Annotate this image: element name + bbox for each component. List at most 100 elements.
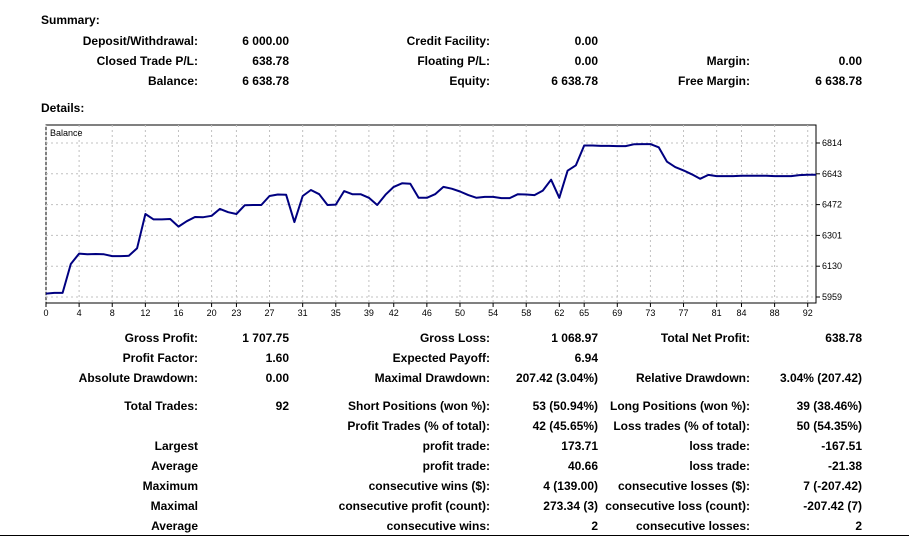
x-tick-label: 84: [736, 308, 746, 318]
total-trades-label: Total Trades:: [124, 399, 198, 413]
x-tick-label: 20: [207, 308, 217, 318]
balance-chart: 0 4 8 12 16 20 23 27 31 35 39 42 46 50 54 58 62 65 69 73 77 8…: [43, 124, 842, 318]
x-tick-label: 65: [579, 308, 589, 318]
x-tick-label: 27: [265, 308, 275, 318]
x-tick-label: 31: [298, 308, 308, 318]
average-profit-value: 40.66: [567, 459, 598, 473]
x-tick-label: 62: [554, 308, 564, 318]
avg-cons-wins-value: 2: [591, 519, 598, 533]
credit-value: 0.00: [574, 34, 598, 48]
x-tick-label: 69: [612, 308, 622, 318]
gross-profit-label: Gross Profit:: [124, 331, 198, 345]
details-heading: Details:: [41, 101, 85, 115]
balance-label: Balance:: [147, 74, 198, 88]
gross-profit-value: 1 707.75: [242, 331, 289, 345]
average-loss-label: loss trade:: [689, 459, 750, 473]
maximal-profit-value: 273.34 (3): [543, 499, 598, 513]
bottom-divider: [0, 535, 909, 536]
x-tick-label: 73: [645, 308, 655, 318]
margin-value: 0.00: [838, 54, 862, 68]
maximal-loss-value: -207.42 (7): [803, 499, 862, 513]
average-cons-label: Average: [151, 519, 198, 533]
max-cons-wins-value: 4 (139.00): [543, 479, 598, 493]
avg-cons-losses-value: 2: [855, 519, 862, 533]
balance-line: [45, 143, 816, 295]
x-tick-label: 50: [455, 308, 465, 318]
rel-drawdown-value: 3.04% (207.42): [779, 371, 862, 385]
x-tick-label: 92: [803, 308, 813, 318]
expected-payoff-label: Expected Payoff:: [392, 351, 490, 365]
maximum-label: Maximum: [142, 479, 198, 493]
margin-label: Margin:: [706, 54, 750, 68]
x-tick-label: 58: [521, 308, 531, 318]
gross-loss-value: 1 068.97: [551, 331, 598, 345]
floating-pl-label: Floating P/L:: [417, 54, 490, 68]
short-positions-label: Short Positions (won %):: [348, 399, 490, 413]
balance-value: 6 638.78: [242, 74, 289, 88]
x-tick-label: 4: [77, 308, 82, 318]
max-cons-losses-label: consecutive losses ($):: [617, 479, 750, 493]
x-tick-label: 88: [770, 308, 780, 318]
maximal-label: Maximal: [150, 499, 198, 513]
largest-loss-label: loss trade:: [689, 439, 750, 453]
x-tick-label: 46: [422, 308, 432, 318]
y-tick-label: 6472: [822, 200, 842, 210]
credit-label: Credit Facility:: [406, 34, 490, 48]
y-tick-label: 6814: [822, 138, 842, 148]
floating-pl-value: 0.00: [574, 54, 598, 68]
long-positions-value: 39 (38.46%): [796, 399, 862, 413]
average-profit-label: profit trade:: [422, 459, 490, 473]
largest-loss-value: -167.51: [821, 439, 862, 453]
chart-legend-balance: Balance: [50, 128, 83, 138]
short-positions-value: 53 (50.94%): [532, 399, 598, 413]
long-positions-label: Long Positions (won %):: [610, 399, 750, 413]
max-drawdown-label: Maximal Drawdown:: [374, 371, 490, 385]
x-tick-label: 23: [231, 308, 241, 318]
equity-label: Equity:: [449, 74, 490, 88]
y-tick-label: 5959: [822, 292, 842, 302]
x-tick-label: 77: [679, 308, 689, 318]
abs-drawdown-label: Absolute Drawdown:: [78, 371, 198, 385]
free-margin-value: 6 638.78: [815, 74, 862, 88]
expected-payoff-value: 6.94: [574, 351, 598, 365]
free-margin-label: Free Margin:: [677, 74, 750, 88]
net-profit-label: Total Net Profit:: [660, 331, 750, 345]
total-trades-value: 92: [275, 399, 289, 413]
loss-trades-label: Loss trades (% of total):: [613, 419, 750, 433]
average-label: Average: [151, 459, 198, 473]
profit-factor-value: 1.60: [265, 351, 289, 365]
x-tick-label: 54: [488, 308, 498, 318]
x-tick-label: 0: [43, 308, 48, 318]
largest-profit-value: 173.71: [561, 439, 598, 453]
largest-label: Largest: [154, 439, 198, 453]
x-tick-label: 12: [140, 308, 150, 318]
profit-trades-value: 42 (45.65%): [532, 419, 598, 433]
x-tick-label: 35: [331, 308, 341, 318]
maximal-loss-label: consecutive loss (count):: [605, 499, 750, 513]
avg-cons-losses-label: consecutive losses:: [635, 519, 750, 533]
abs-drawdown-value: 0.00: [265, 371, 289, 385]
net-profit-value: 638.78: [825, 331, 862, 345]
rel-drawdown-label: Relative Drawdown:: [635, 371, 750, 385]
x-tick-label: 16: [173, 308, 183, 318]
profit-trades-label: Profit Trades (% of total):: [347, 419, 490, 433]
y-tick-label: 6130: [822, 261, 842, 271]
closed-pl-label: Closed Trade P/L:: [96, 54, 198, 68]
profit-factor-label: Profit Factor:: [122, 351, 198, 365]
loss-trades-value: 50 (54.35%): [796, 419, 862, 433]
gross-loss-label: Gross Loss:: [419, 331, 490, 345]
y-tick-label: 6301: [822, 230, 842, 240]
max-cons-wins-label: consecutive wins ($):: [368, 479, 490, 493]
equity-value: 6 638.78: [551, 74, 598, 88]
x-tick-label: 8: [110, 308, 115, 318]
max-cons-losses-value: 7 (-207.42): [803, 479, 862, 493]
deposit-value: 6 000.00: [242, 34, 289, 48]
largest-profit-label: profit trade:: [422, 439, 490, 453]
avg-cons-wins-label: consecutive wins:: [386, 519, 490, 533]
x-tick-label: 39: [364, 308, 374, 318]
maximal-profit-label: consecutive profit (count):: [338, 499, 490, 513]
closed-pl-value: 638.78: [252, 54, 289, 68]
y-tick-label: 6643: [822, 169, 842, 179]
max-drawdown-value: 207.42 (3.04%): [515, 371, 598, 385]
summary-heading: Summary:: [41, 13, 100, 27]
